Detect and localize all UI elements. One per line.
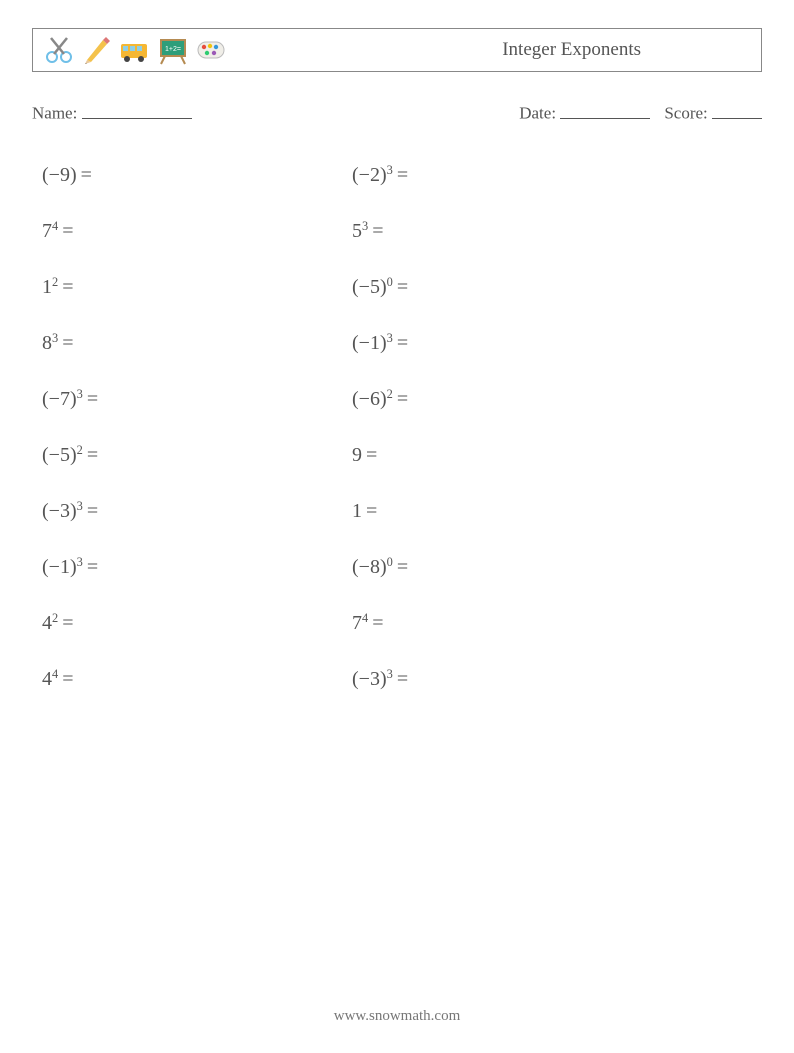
problem-base: (−8) [352,556,387,579]
score-blank[interactable] [712,100,762,119]
problem-base: 5 [352,220,362,243]
chalkboard-icon: 1+2= [157,34,189,66]
problem-equals: = [366,444,377,467]
problem: (−6)2 = [352,388,662,411]
problem-base: 7 [42,220,52,243]
problem-base: 9 [352,444,362,467]
problem: (−1)3 = [352,332,662,355]
meta-row: Name: Date: Score: [32,100,762,124]
name-field: Name: [32,100,192,124]
problem-equals: = [397,388,408,411]
name-blank[interactable] [82,100,192,119]
problem: (−8)0 = [352,556,662,579]
problem-base: 8 [42,332,52,355]
scissors-icon [43,34,75,66]
problem-base: (−1) [352,332,387,355]
problem: 83 = [42,332,352,355]
worksheet-title: Integer Exponents [502,39,641,61]
problem-base: 1 [352,500,362,523]
problem-base: 7 [352,612,362,635]
problem: (−1)3 = [42,556,352,579]
footer-url: www.snowmath.com [0,1008,794,1025]
problem-equals: = [397,276,408,299]
problem: 9 = [352,444,662,467]
problem: (−5)2 = [42,444,352,467]
problem-base: (−7) [42,388,77,411]
problem-base: (−6) [352,388,387,411]
problem: (−5)0 = [352,276,662,299]
problem-equals: = [87,556,98,579]
problem-equals: = [372,220,383,243]
problem-base: (−3) [42,500,77,523]
problem-base: (−9) [42,164,77,187]
header-box: 1+2= Integer Exponents [32,28,762,72]
problem-equals: = [62,276,73,299]
problem: (−3)3 = [42,500,352,523]
worksheet-page: 1+2= Integer Exponents Name: Date: [0,0,794,691]
header-icons: 1+2= [43,34,227,66]
problem-equals: = [62,220,73,243]
date-field: Date: [519,100,650,124]
problem-equals: = [81,164,92,187]
pencil-icon [81,34,113,66]
problem-base: 1 [42,276,52,299]
score-field: Score: [664,100,762,124]
problem-equals: = [397,556,408,579]
problem-base: (−5) [42,444,77,467]
problem-equals: = [87,500,98,523]
date-blank[interactable] [560,100,650,119]
problem-base: (−5) [352,276,387,299]
problem-equals: = [62,668,73,691]
problem-equals: = [62,612,73,635]
problem-base: 4 [42,612,52,635]
problem: 44 = [42,668,352,691]
problem: 53 = [352,220,662,243]
problem-base: (−2) [352,164,387,187]
problems-grid: (−9) =(−2)3 =74 =53 =12 =(−5)0 =83 =(−1)… [42,164,762,691]
problem: (−3)3 = [352,668,662,691]
problem: 12 = [42,276,352,299]
problem-equals: = [87,388,98,411]
problem-equals: = [366,500,377,523]
problem-base: 4 [42,668,52,691]
problem: 1 = [352,500,662,523]
problem: (−9) = [42,164,352,187]
name-label: Name: [32,104,77,123]
problem-equals: = [397,668,408,691]
problem: 74 = [352,612,662,635]
problem-equals: = [397,332,408,355]
svg-text:1+2=: 1+2= [165,46,181,53]
date-label: Date: [519,104,556,123]
problem-base: (−1) [42,556,77,579]
problem-equals: = [62,332,73,355]
schoolbus-icon [119,34,151,66]
problem: (−7)3 = [42,388,352,411]
problem-base: (−3) [352,668,387,691]
problem: 42 = [42,612,352,635]
problem: 74 = [42,220,352,243]
palette-icon [195,34,227,66]
problem-equals: = [87,444,98,467]
problem: (−2)3 = [352,164,662,187]
problem-equals: = [372,612,383,635]
score-label: Score: [664,104,707,123]
problem-equals: = [397,164,408,187]
